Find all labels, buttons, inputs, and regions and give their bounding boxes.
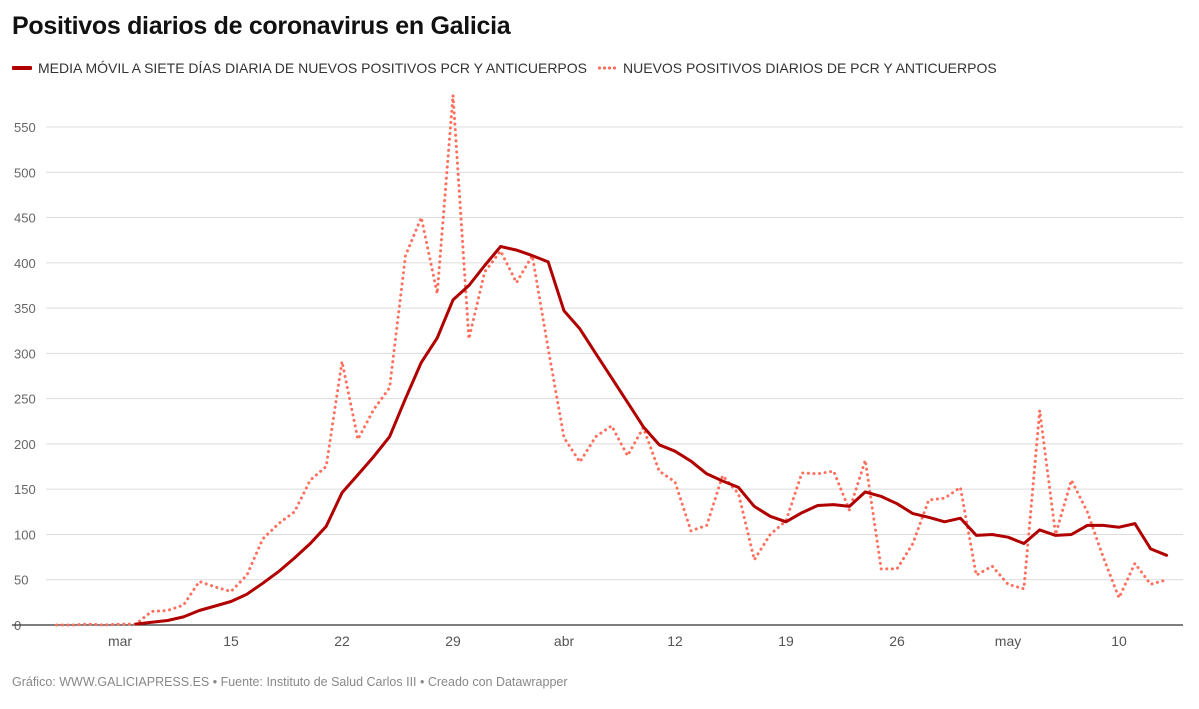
- x-tick-label: mar: [108, 633, 132, 649]
- series-line-daily-positives: [55, 93, 1169, 627]
- y-tick-label: 400: [14, 256, 36, 271]
- y-tick-label: 500: [14, 165, 36, 180]
- y-tick-label: 300: [14, 346, 36, 361]
- chart-title: Positivos diarios de coronavirus en Gali…: [12, 12, 511, 40]
- legend-swatch-solid: [12, 66, 32, 70]
- legend-label: NUEVOS POSITIVOS DIARIOS DE PCR Y ANTICU…: [623, 60, 997, 76]
- x-tick-label: 29: [445, 633, 461, 649]
- legend: MEDIA MÓVIL A SIETE DÍAS DIARIA DE NUEVO…: [12, 60, 1007, 76]
- y-tick-label: 150: [14, 482, 36, 497]
- y-tick-label: 250: [14, 392, 36, 407]
- y-tick-label: 200: [14, 437, 36, 452]
- x-tick-label: 19: [778, 633, 794, 649]
- legend-swatch-dotted: [597, 66, 618, 70]
- y-tick-label: 50: [14, 573, 28, 588]
- chart-footer: Gráfico: WWW.GALICIAPRESS.ES • Fuente: I…: [12, 675, 568, 689]
- x-tick-label: 15: [223, 633, 239, 649]
- y-tick-label: 550: [14, 120, 36, 135]
- y-tick-label: 350: [14, 301, 36, 316]
- x-tick-label: 22: [334, 633, 350, 649]
- x-tick-label: 12: [667, 633, 683, 649]
- y-tick-label: 450: [14, 211, 36, 226]
- x-tick-label: abr: [554, 633, 575, 649]
- legend-item-moving-average: MEDIA MÓVIL A SIETE DÍAS DIARIA DE NUEVO…: [12, 60, 587, 76]
- series-line-moving-average: [134, 245, 1169, 626]
- x-tick-label: 26: [889, 633, 905, 649]
- legend-item-daily: NUEVOS POSITIVOS DIARIOS DE PCR Y ANTICU…: [597, 60, 997, 76]
- x-tick-label: 10: [1111, 633, 1127, 649]
- x-tick-label: may: [995, 633, 1021, 649]
- legend-label: MEDIA MÓVIL A SIETE DÍAS DIARIA DE NUEVO…: [38, 60, 588, 76]
- y-tick-label: 100: [14, 527, 36, 542]
